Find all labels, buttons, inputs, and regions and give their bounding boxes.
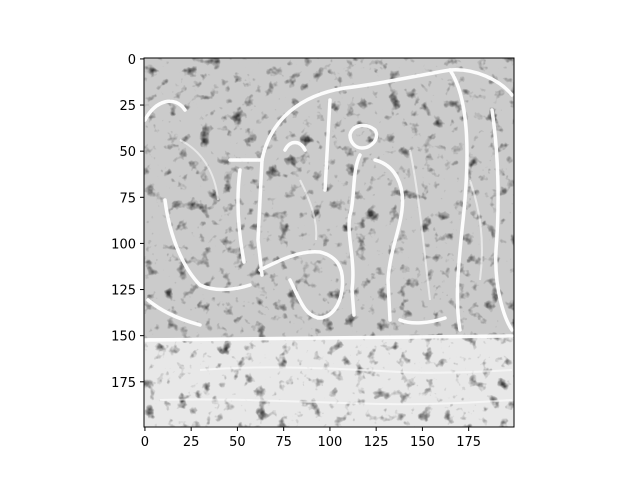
x-tick-label: 25	[183, 435, 200, 450]
x-tick-label: 0	[141, 435, 149, 450]
y-axis: 0 25 50 75 100 125 150 175	[111, 53, 144, 391]
x-tick-label: 50	[229, 435, 246, 450]
x-tick-label: 75	[275, 435, 292, 450]
y-tick-label: 100	[111, 237, 136, 252]
y-tick-label: 75	[119, 191, 136, 206]
x-tick-label: 175	[456, 435, 481, 450]
x-tick-label: 125	[364, 435, 389, 450]
y-tick-label: 0	[128, 53, 136, 68]
x-tick-label: 150	[410, 435, 435, 450]
y-tick-label: 50	[119, 145, 136, 160]
axes-frame	[143, 57, 515, 428]
heatmap-image	[144, 58, 514, 427]
x-axis: 0 25 50 75 100 125 150 175	[141, 427, 481, 450]
y-tick-label: 25	[119, 99, 136, 114]
y-tick-label: 150	[111, 330, 136, 345]
y-tick-label: 175	[111, 376, 136, 391]
x-tick-label: 100	[318, 435, 343, 450]
y-tick-label: 125	[111, 284, 136, 299]
